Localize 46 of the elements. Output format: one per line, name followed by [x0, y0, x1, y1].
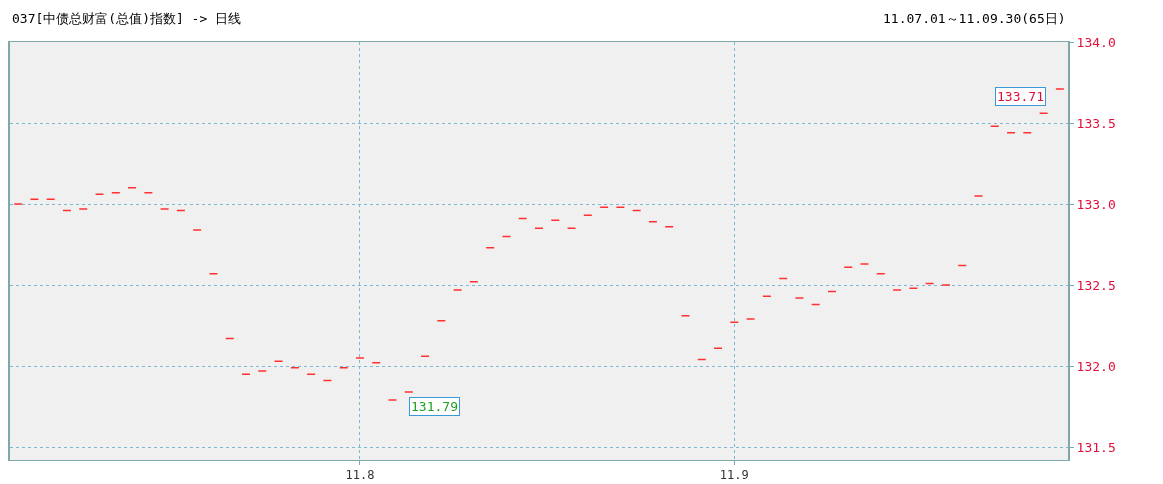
candlestick	[176, 209, 186, 212]
candlestick	[143, 191, 154, 194]
candlestick	[599, 206, 609, 209]
candlestick	[957, 264, 967, 267]
candlestick	[810, 303, 821, 306]
candlestick	[501, 235, 512, 238]
annotation: 133.71	[997, 89, 1044, 104]
candlestick	[729, 321, 740, 324]
candlestick	[1038, 112, 1049, 115]
candlestick	[876, 272, 886, 275]
y-tick-label: 132.5	[1076, 277, 1116, 293]
candlestick	[517, 217, 528, 220]
y-tick-label: 132.0	[1076, 358, 1116, 374]
candlestick	[534, 227, 544, 230]
annotation: 131.79	[411, 399, 458, 414]
y-tick-label: 133.5	[1076, 115, 1116, 131]
candlestick	[436, 319, 447, 322]
candlestick	[697, 358, 707, 361]
candlestick	[583, 214, 593, 217]
candlestick	[62, 209, 72, 212]
candlestick	[322, 379, 333, 382]
candlestick	[615, 206, 626, 209]
candlestick	[208, 272, 219, 275]
candlestick	[111, 191, 121, 194]
candlestick	[1022, 131, 1033, 134]
chart-subtitle: 11.07.01～11.09.30(65日)	[883, 11, 1066, 26]
candlestick	[827, 290, 837, 293]
candlestick	[778, 277, 788, 280]
candlestick	[420, 355, 430, 358]
candlestick	[1006, 131, 1016, 134]
x-tick-label: 11.8	[345, 468, 375, 483]
candlestick	[290, 366, 300, 369]
candlestick	[94, 193, 105, 196]
candlestick	[908, 287, 919, 290]
candlestick	[664, 225, 674, 228]
candlestick	[762, 295, 772, 298]
y-tick-label: 134.0	[1076, 34, 1116, 50]
chart-title: 037[中债总财富(总值)指数] -> 日线	[12, 11, 242, 26]
x-tick-label: 11.9	[719, 468, 749, 483]
y-tick-label: 133.0	[1076, 196, 1116, 212]
candlestick	[924, 282, 935, 285]
candlestick	[631, 209, 642, 212]
candlestick	[338, 366, 349, 369]
candlestick	[225, 337, 235, 340]
y-tick-label: 131.5	[1076, 439, 1116, 455]
candlestick	[566, 227, 577, 230]
